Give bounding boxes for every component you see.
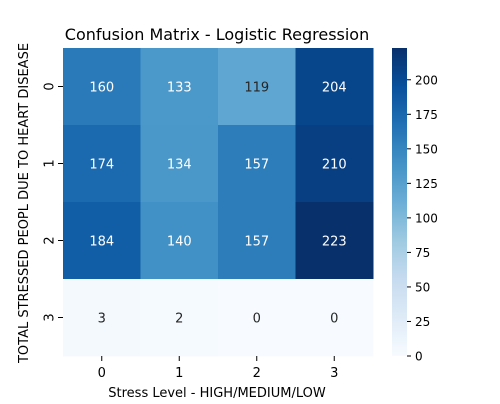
cell-value-label-0-3: 204 [322, 81, 347, 96]
heatmap-cells [63, 48, 374, 357]
heatmap-cell-0-0 [63, 48, 141, 126]
y-tick-label-0: 0 [43, 82, 58, 90]
cell-value-label-3-1: 2 [175, 312, 183, 327]
cell-value-label-1-3: 210 [322, 158, 347, 173]
colorbar-ticks: 0 25 50 75 100 125 150 175 200 [407, 73, 438, 364]
cell-value-label-3-3: 0 [330, 312, 338, 327]
colorbar-tick-label-4: 100 [415, 211, 438, 225]
chart-title: Confusion Matrix - Logistic Regression [65, 25, 369, 44]
heatmap-cell-1-3 [295, 125, 374, 203]
x-tick-label-1: 1 [175, 366, 183, 381]
colorbar-tick-label-1: 25 [415, 315, 430, 329]
heatmap-cell-3-0 [63, 279, 141, 357]
heatmap-cell-3-3 [295, 279, 374, 357]
cell-value-label-1-1: 134 [167, 158, 192, 173]
heatmap-cell-1-2 [218, 125, 296, 203]
cell-value-label-2-1: 140 [167, 235, 192, 250]
y-axis-label: TOTAL STRESSED PEOPL DUE TO HEART DISEAS… [17, 43, 32, 364]
heatmap-cell-1-0 [63, 125, 141, 203]
cell-value-label-2-3: 223 [322, 235, 347, 250]
x-axis-ticks: 0 1 2 3 [98, 356, 338, 381]
cell-value-label-3-2: 0 [253, 312, 261, 327]
cell-value-label-2-2: 157 [244, 235, 269, 250]
y-tick-label-3: 3 [43, 313, 58, 321]
cell-value-label-2-0: 184 [89, 235, 114, 250]
cell-value-label-0-2: 119 [244, 81, 269, 96]
x-tick-label-2: 2 [253, 366, 261, 381]
colorbar-tick-label-3: 75 [415, 246, 430, 260]
y-tick-label-2: 2 [43, 236, 58, 244]
heatmap-cell-0-3 [295, 48, 374, 126]
heatmap-cell-1-1 [140, 125, 219, 203]
y-axis-ticks: 0 1 2 3 [43, 82, 63, 322]
x-tick-label-0: 0 [98, 366, 106, 381]
cell-value-label-1-0: 174 [89, 158, 114, 173]
cell-value-label-0-0: 160 [89, 81, 114, 96]
x-tick-label-3: 3 [330, 366, 338, 381]
colorbar [392, 48, 407, 356]
heatmap-cell-3-1 [140, 279, 219, 357]
heatmap-cell-2-0 [63, 202, 141, 280]
colorbar-tick-label-7: 175 [415, 108, 438, 122]
x-axis-label: Stress Level - HIGH/MEDIUM/LOW [108, 386, 326, 400]
cell-value-label-3-0: 3 [98, 312, 106, 327]
heatmap-cell-0-2 [218, 48, 296, 126]
heatmap-cell-0-1 [140, 48, 219, 126]
heatmap-cell-2-3 [295, 202, 374, 280]
heatmap-cell-3-2 [218, 279, 296, 357]
colorbar-tick-label-8: 200 [415, 73, 438, 87]
cell-value-label-0-1: 133 [167, 81, 192, 96]
y-tick-label-1: 1 [43, 159, 58, 167]
colorbar-tick-label-2: 50 [415, 280, 430, 294]
heatmap-cell-2-1 [140, 202, 219, 280]
colorbar-tick-label-6: 150 [415, 142, 438, 156]
heatmap-cell-labels: 160 133 119 204 174 134 157 210 184 140 157 223 3 2 0 0 [89, 81, 346, 327]
heatmap-cell-2-2 [218, 202, 296, 280]
colorbar-tick-label-0: 0 [415, 350, 423, 364]
colorbar-tick-label-5: 125 [415, 177, 438, 191]
cell-value-label-1-2: 157 [244, 158, 269, 173]
